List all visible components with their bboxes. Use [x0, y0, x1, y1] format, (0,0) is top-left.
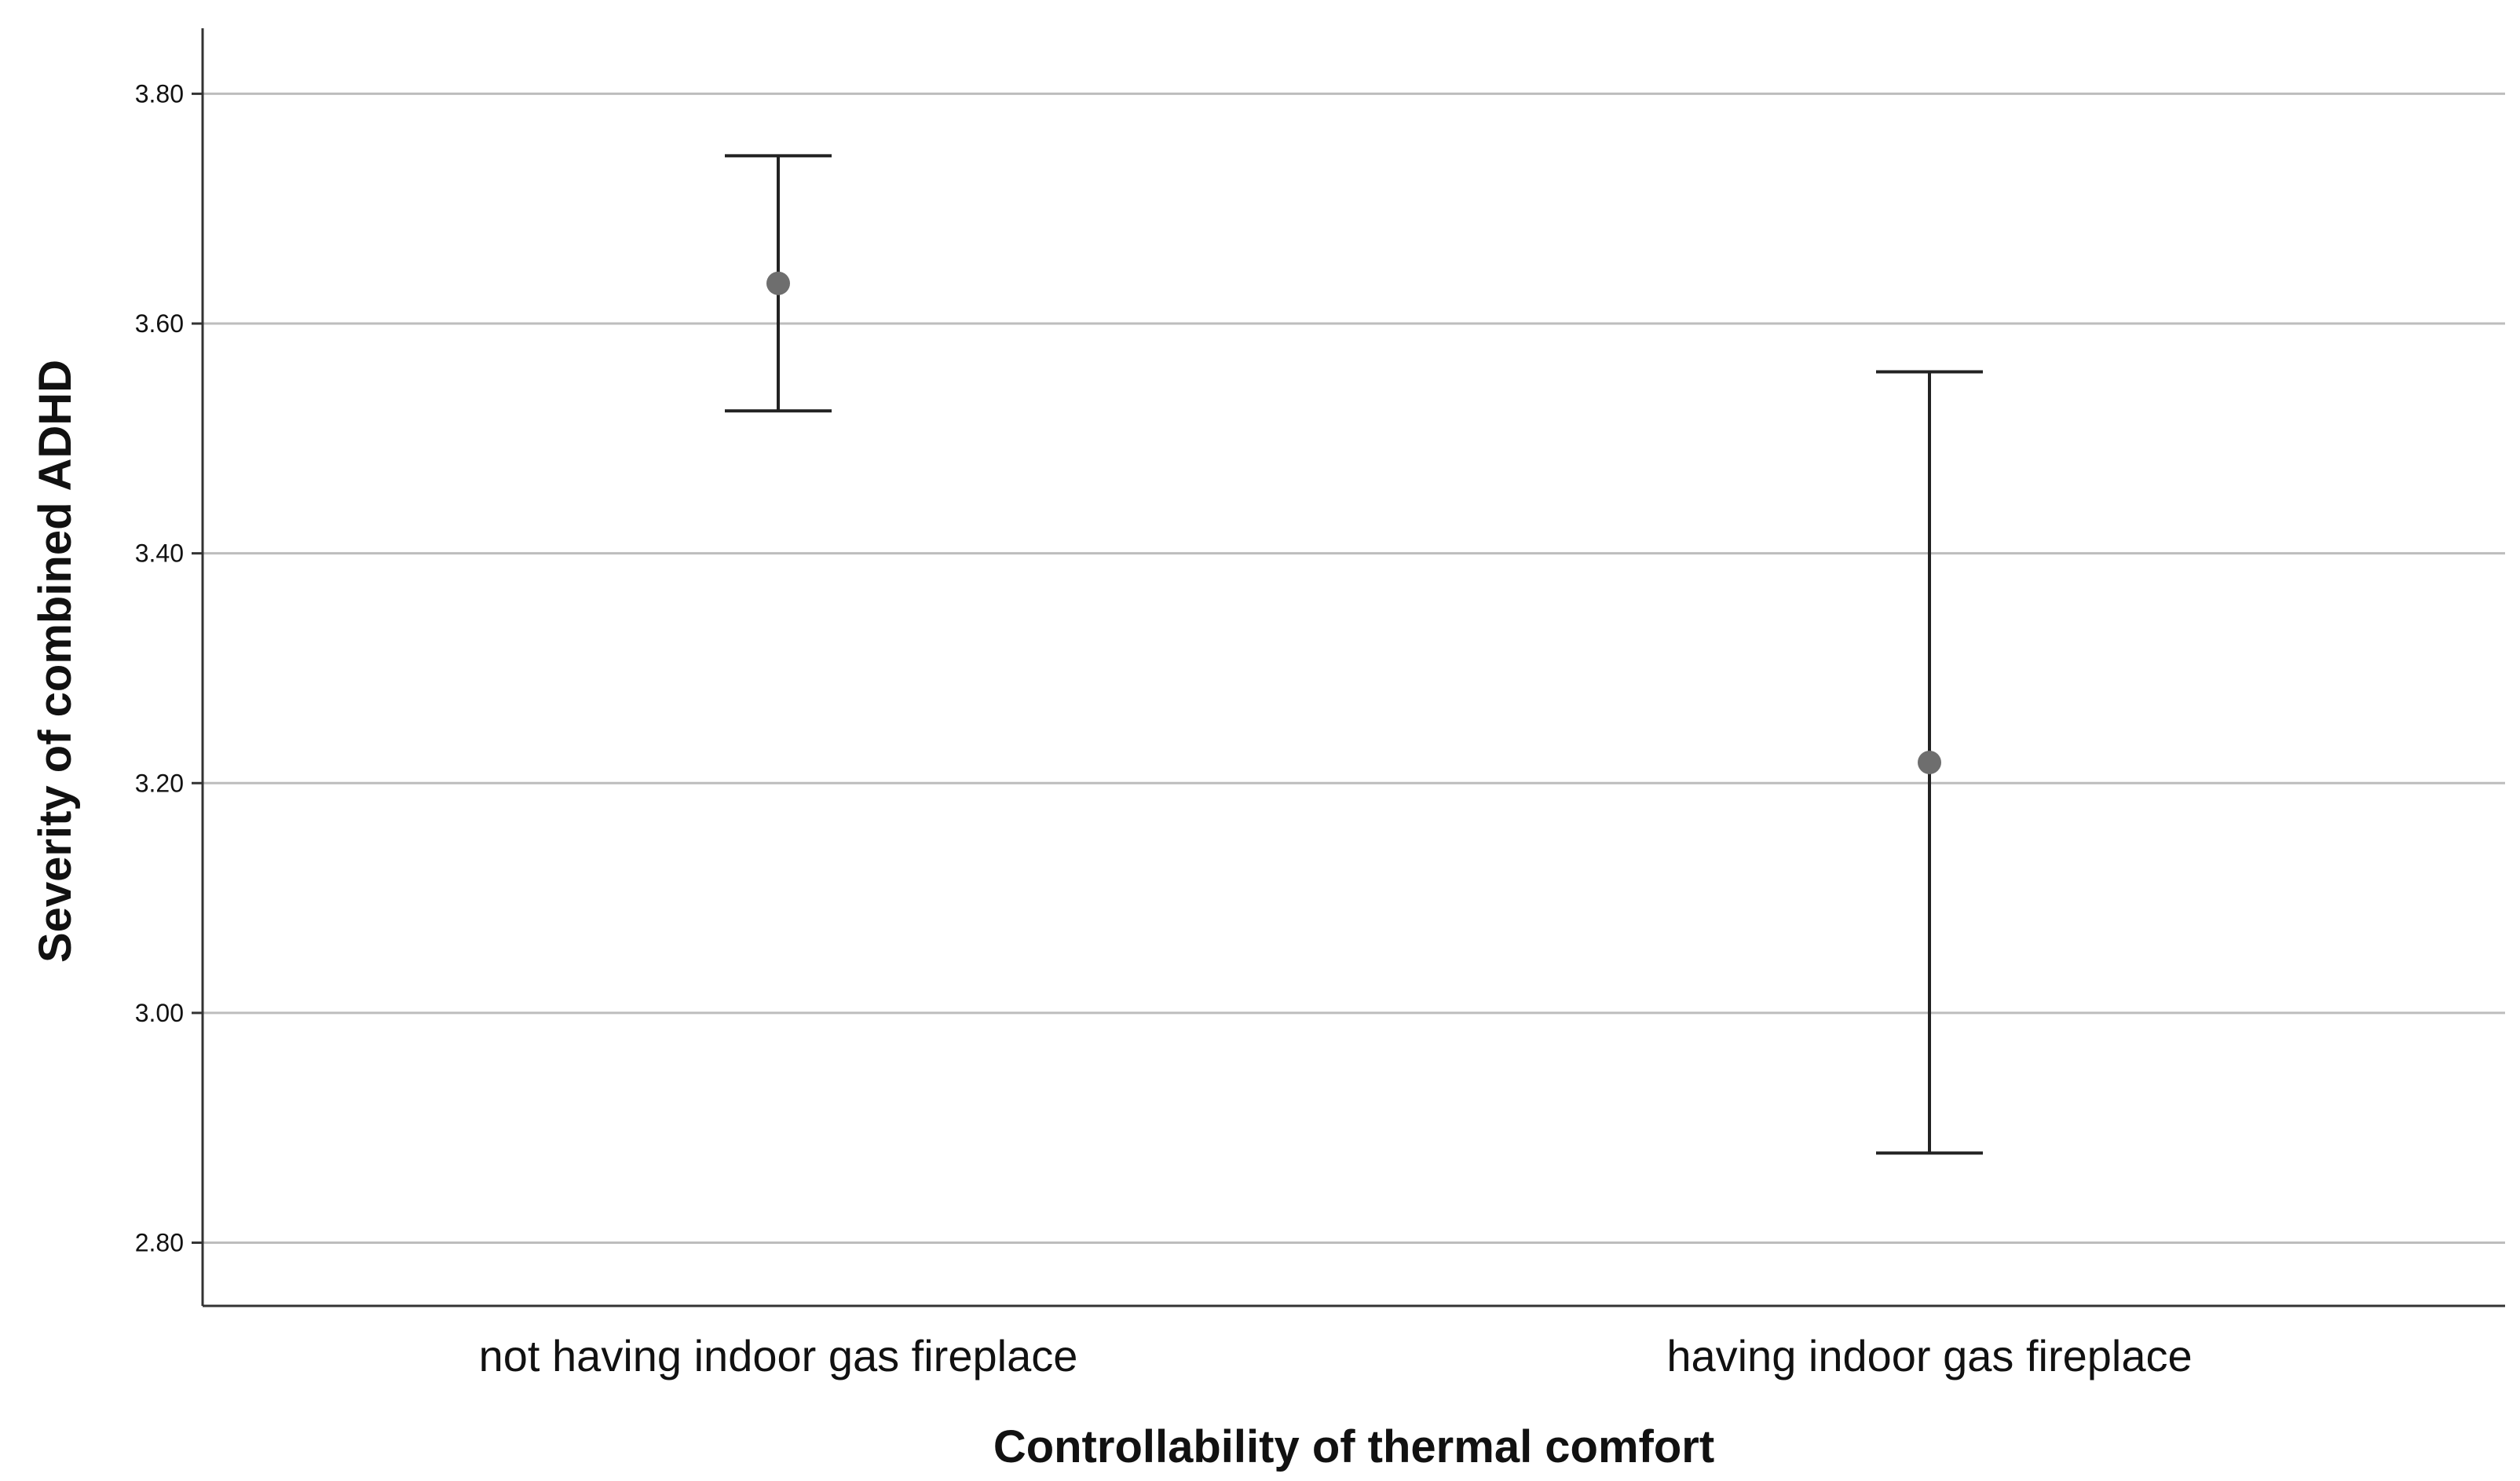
y-tick-label: 3.40: [135, 539, 184, 568]
gridlines: [203, 92, 2505, 1245]
y-axis-title: Severity of combined ADHD: [30, 360, 81, 963]
y-tick-label: 3.20: [135, 769, 184, 797]
error-bar-group: [725, 154, 832, 413]
y-tick-label: 3.80: [135, 79, 184, 108]
axes: [201, 28, 2505, 1307]
y-tick-label: 3.60: [135, 309, 184, 338]
mean-point: [766, 271, 790, 295]
x-tick-labels: not having indoor gas fireplace having in…: [479, 1331, 2193, 1380]
y-tick-label: 2.80: [135, 1229, 184, 1257]
y-tick-labels: 2.80 3.00 3.20 3.40 3.60 3.80: [135, 79, 203, 1257]
x-category-label: not having indoor gas fireplace: [479, 1331, 1078, 1380]
error-bars: [725, 154, 1983, 1155]
x-category-label: having indoor gas fireplace: [1666, 1331, 2192, 1380]
mean-point: [1918, 750, 1941, 774]
y-tick-label: 3.00: [135, 999, 184, 1027]
x-axis-title: Controllability of thermal comfort: [993, 1421, 1714, 1472]
error-bar-group: [1876, 370, 1983, 1155]
